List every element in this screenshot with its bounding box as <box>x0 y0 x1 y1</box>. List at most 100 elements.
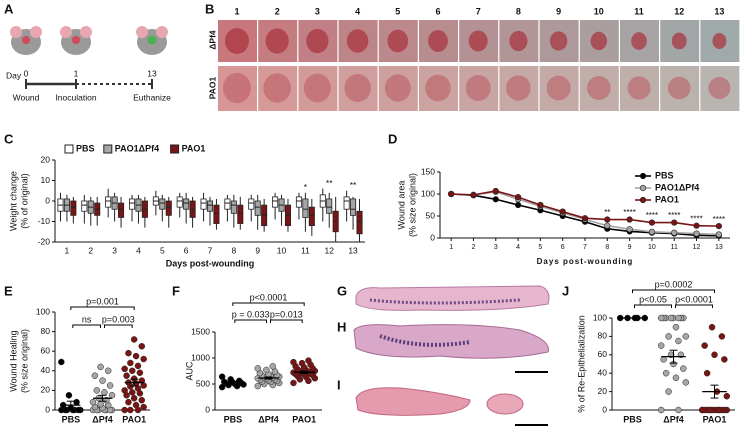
event: Euthanize <box>133 92 171 102</box>
point <box>130 336 138 343</box>
x-tick-label: 8 <box>605 244 609 251</box>
box <box>350 198 357 216</box>
x-tick-label: 12 <box>693 244 701 251</box>
point <box>660 356 667 363</box>
point <box>680 365 687 372</box>
point <box>665 388 672 395</box>
point <box>671 229 678 236</box>
point <box>448 190 455 198</box>
point <box>711 351 718 359</box>
bracket <box>232 302 305 306</box>
y-tick-label: 0 <box>602 404 607 414</box>
point <box>75 406 82 414</box>
point <box>675 337 682 345</box>
point <box>671 219 678 226</box>
point <box>125 349 132 357</box>
x-tick-label: PBS <box>62 414 81 424</box>
wound <box>306 28 329 54</box>
comparison-label: ns <box>82 314 92 324</box>
x-tick-label: 2 <box>472 244 476 251</box>
column-label: 3 <box>315 6 320 16</box>
photo-grid <box>218 20 740 111</box>
significance: **** <box>646 211 658 220</box>
wound <box>344 74 371 102</box>
wound <box>346 29 369 53</box>
x-tick-label: 10 <box>277 245 287 255</box>
box <box>70 200 77 216</box>
box <box>302 198 309 218</box>
point <box>305 357 312 364</box>
point <box>65 392 73 399</box>
y-tick-label: 60 <box>41 345 51 355</box>
point <box>138 343 146 350</box>
point <box>514 201 522 209</box>
y-tick-label: -20 <box>38 236 51 246</box>
event: Inoculation <box>55 92 96 102</box>
day: 0 <box>24 68 29 78</box>
y-axis-label: Weight change <box>8 171 18 231</box>
wound <box>384 74 411 102</box>
significance: ** <box>326 178 333 188</box>
point <box>97 400 104 408</box>
x-tick-label: PAO1 <box>703 414 727 424</box>
comparison-label: p=0.001 <box>86 296 119 306</box>
box <box>295 196 302 208</box>
box <box>200 198 207 210</box>
y-tick-label: 40 <box>598 367 608 377</box>
point <box>290 379 297 387</box>
panel-letter: J <box>562 283 569 298</box>
x-tick-label: 12 <box>324 245 334 255</box>
point <box>254 382 262 390</box>
x-tick-label: 3 <box>494 244 498 251</box>
x-tick-label: ΔPf4 <box>258 414 278 424</box>
x-tick-label: PBS <box>224 414 243 424</box>
legend-label: PBS <box>76 143 95 153</box>
y-axis-label: % of Re-Epithelialization <box>576 315 586 413</box>
point <box>708 323 716 331</box>
point <box>97 363 104 371</box>
point <box>667 314 675 322</box>
wound <box>225 28 249 54</box>
y-tick-label: 0 <box>45 195 50 205</box>
wound <box>627 76 651 100</box>
point <box>537 201 544 209</box>
point <box>703 369 711 377</box>
panel-letter: D <box>388 131 397 146</box>
point <box>626 226 633 233</box>
column-label: 13 <box>714 6 724 16</box>
significance: **** <box>690 214 702 223</box>
point <box>715 223 722 230</box>
significance: * <box>304 182 308 192</box>
legend-marker <box>639 196 647 204</box>
point <box>254 365 262 372</box>
point <box>123 372 130 379</box>
panel-letter: H <box>337 319 346 334</box>
point <box>227 376 234 383</box>
box <box>308 206 315 226</box>
point <box>604 216 611 223</box>
x-tick-label: 5 <box>538 244 542 251</box>
x-tick-label: 9 <box>628 244 632 251</box>
x-tick-label: 7 <box>208 245 213 255</box>
point <box>657 314 665 322</box>
y-tick-label: 1500 <box>191 326 210 336</box>
y-tick-label: 80 <box>598 331 608 341</box>
x-tick-label: 7 <box>583 244 587 251</box>
point <box>263 366 270 374</box>
column-label: 5 <box>395 6 400 16</box>
box <box>356 210 363 235</box>
point <box>91 372 99 379</box>
point <box>648 219 656 226</box>
point <box>648 228 656 235</box>
panel-letter: E <box>4 283 13 298</box>
point <box>132 401 140 409</box>
significance: **** <box>713 215 725 224</box>
point <box>132 352 140 360</box>
bracket <box>104 324 133 328</box>
panel-letter: I <box>337 377 341 392</box>
event: Wound <box>13 92 40 102</box>
column-label: 9 <box>556 6 561 16</box>
point <box>675 314 682 322</box>
point <box>129 367 136 375</box>
point <box>89 398 97 406</box>
